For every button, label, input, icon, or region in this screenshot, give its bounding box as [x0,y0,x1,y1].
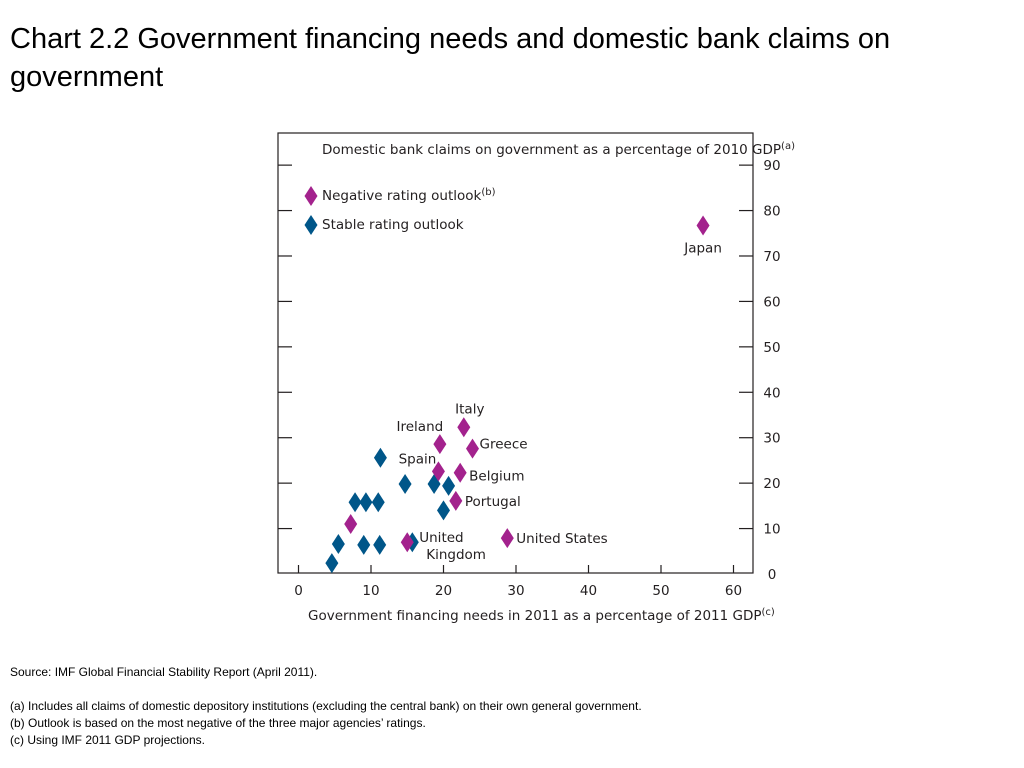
legend-stable-label: Stable rating outlook [322,217,464,233]
page-title: Chart 2.2 Government financing needs and… [10,23,891,93]
point-label-spain: Spain [399,451,437,467]
y-tick-label-50: 50 [763,340,780,356]
y-axis-title: Domestic bank claims on government as a … [322,141,795,158]
footnote-a: (a) Includes all claims of domestic depo… [10,699,642,713]
point-label-italy: Italy [455,401,484,417]
footnotes: Source: IMF Global Financial Stability R… [10,664,1010,749]
point-label-japan: Japan [683,241,722,257]
point-label-belgium: Belgium [469,469,524,485]
legend-negative-label: Negative rating outlook(b) [322,187,496,204]
y-tick-label-60: 60 [763,294,780,310]
x-axis-title: Government financing needs in 2011 as a … [308,607,775,624]
legend: Negative rating outlook(b) Stable rating… [304,186,496,235]
stable-point-0 [373,447,387,468]
stable-point-3 [442,475,456,496]
y-tick-label-80: 80 [763,204,780,220]
y-tick-label-90: 90 [763,158,780,174]
x-tick-label-40: 40 [580,583,597,599]
spacer [10,681,1010,698]
negative-point-belgium [453,462,467,483]
stable-point-6 [348,492,362,513]
stable-point-12 [325,553,339,574]
footnote-b: (b) Outlook is based on the most negativ… [10,716,426,730]
negative-point-greece [466,438,479,459]
legend-stable-marker [304,215,318,235]
point-label-greece: Greece [480,437,528,453]
y-tick-label-30: 30 [763,431,780,447]
y-tick-label-40: 40 [763,385,780,401]
stable-point-8 [371,492,385,513]
y-tick-label-10: 10 [763,522,780,538]
stable-point-1 [398,474,412,495]
legend-negative-marker [304,186,318,206]
negative-point-9 [344,514,358,535]
negative-point-united-kingdom [400,532,414,553]
negative-point-portugal [449,490,463,511]
negative-point-spain [431,461,445,482]
y-tick-label-20: 20 [763,476,780,492]
x-tick-label-10: 10 [362,583,379,599]
point-label-united-states: United States [516,531,607,547]
x-tick-label-60: 60 [725,583,742,599]
stable-point-10 [357,534,371,555]
source-note: Source: IMF Global Financial Stability R… [10,665,318,679]
y-tick-label-70: 70 [763,249,780,265]
x-tick-label-0: 0 [294,583,303,599]
stable-point-11 [373,534,387,555]
footnote-c: (c) Using IMF 2011 GDP projections. [10,733,205,747]
negative-point-italy [457,417,471,438]
stable-point-4 [437,500,450,521]
point-label-ireland: Ireland [397,419,444,435]
negative-point-ireland [433,434,447,455]
x-tick-label-50: 50 [652,583,669,599]
x-tick-label-20: 20 [435,583,452,599]
negative-point-united-states [500,528,514,549]
stable-point-7 [359,492,373,513]
stable-point-9 [331,534,345,555]
negative-point-japan [696,215,710,236]
y-tick-label-0: 0 [768,567,777,583]
x-tick-label-30: 30 [507,583,524,599]
point-label-portugal: Portugal [465,494,521,510]
point-label-united-kingdom: United Kingdom [419,530,486,563]
